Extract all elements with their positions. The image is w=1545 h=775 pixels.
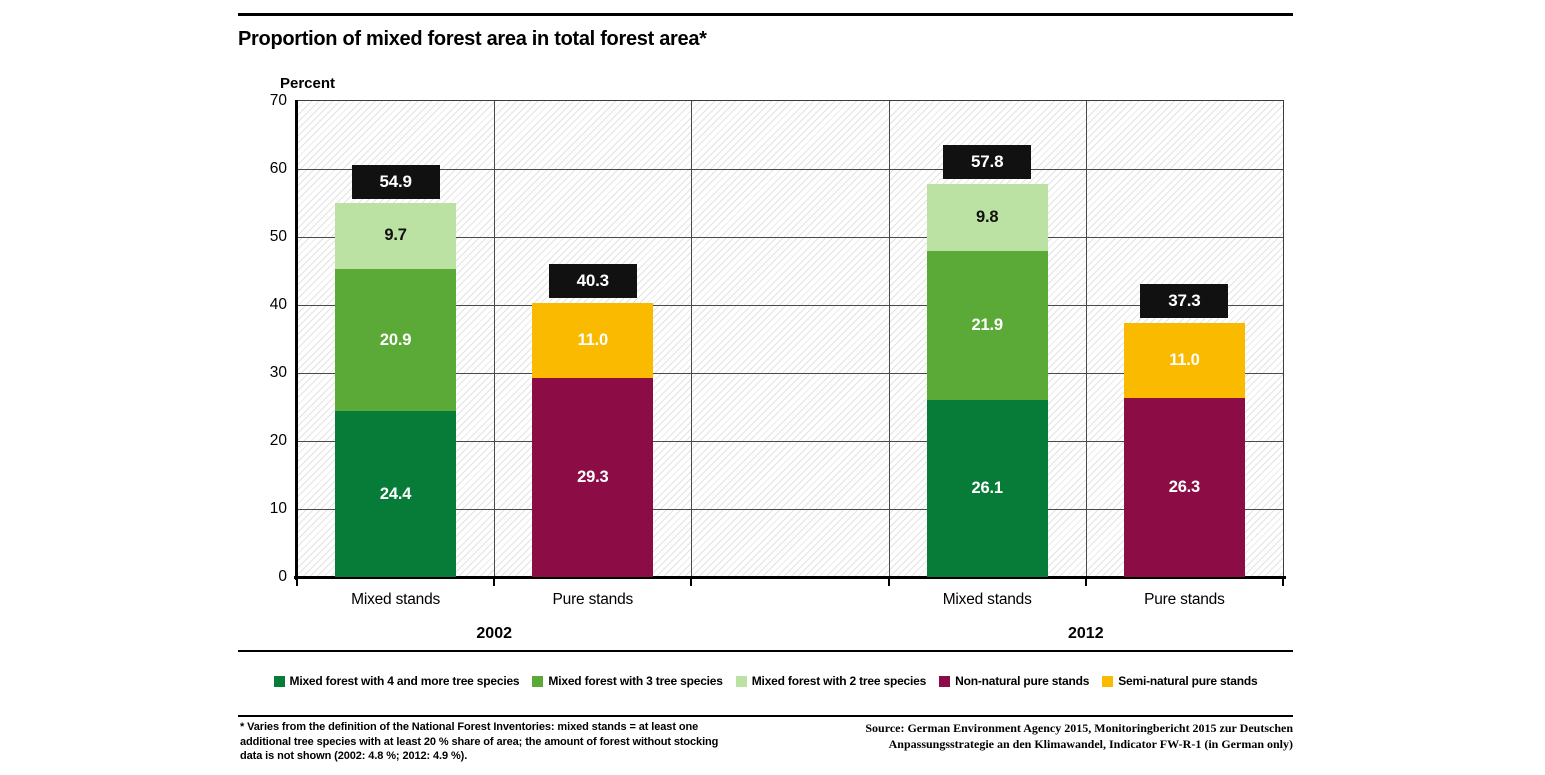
x-axis-tick	[690, 579, 693, 586]
legend-swatch	[939, 675, 951, 687]
bar-total-badge: 37.3	[1140, 284, 1229, 319]
y-tick-label: 0	[278, 568, 287, 585]
bar-segment: 20.9	[335, 268, 457, 412]
source-line: Anpassungsstrategie an den Klimawandel, …	[888, 736, 1293, 751]
legend-swatch	[273, 675, 285, 687]
x-axis-tick	[296, 579, 298, 586]
legend-swatch	[735, 675, 747, 687]
y-tick-label: 20	[269, 432, 287, 449]
h-gridline	[297, 237, 1283, 238]
legend-label: Semi-natural pure stands	[1118, 674, 1258, 688]
y-axis-unit-label: Percent	[280, 75, 336, 92]
bar-segment: 26.3	[1123, 398, 1245, 577]
top-rule	[238, 13, 1293, 16]
bar-segment: 9.8	[926, 183, 1048, 251]
bar-category-label: Mixed stands	[942, 591, 1032, 608]
h-gridline	[297, 373, 1283, 374]
bar-category-label: Mixed stands	[351, 591, 441, 608]
footer-divider	[238, 715, 1293, 717]
plot-area: 0 10 20 30 40 50 60 70 24.4 20.9 9.7 54.9 Mixed stan…	[270, 92, 1286, 642]
bar-segment: 26.1	[926, 399, 1048, 577]
y-axis-line	[295, 100, 298, 580]
bar-segment: 9.7	[335, 203, 457, 269]
bar-total-badge: 40.3	[548, 263, 637, 298]
legend-item: Mixed forest with 2 tree species	[735, 674, 927, 688]
legend: Mixed forest with 4 and more tree specie…	[238, 666, 1293, 696]
year-label: 2012	[1068, 625, 1104, 642]
y-tick-label: 70	[269, 92, 287, 109]
y-tick-label: 60	[269, 160, 287, 177]
y-tick-label: 50	[269, 228, 287, 245]
source-attribution: Source: German Environment Agency 2015, …	[793, 721, 1293, 752]
h-gridline	[297, 509, 1283, 510]
x-axis-tick	[493, 579, 496, 586]
v-gridline	[888, 101, 890, 577]
v-gridline	[691, 101, 693, 577]
footnote-line: data is not shown (2002: 4.8 %; 2012: 4.…	[240, 750, 468, 762]
v-gridline	[494, 101, 496, 577]
footnote-line: * Varies from the definition of the Nati…	[240, 721, 699, 733]
x-axis-line	[294, 576, 1286, 579]
bar-segment: 11.0	[532, 302, 654, 378]
legend-label: Mixed forest with 2 tree species	[751, 674, 927, 688]
h-gridline	[297, 441, 1283, 442]
y-tick-label: 40	[269, 296, 287, 313]
legend-item: Mixed forest with 4 and more tree specie…	[273, 674, 520, 688]
v-gridline	[1085, 101, 1087, 577]
bar-total-badge: 57.8	[943, 144, 1032, 179]
source-line: Source: German Environment Agency 2015, …	[865, 721, 1293, 735]
bar-total-badge: 54.9	[351, 164, 440, 199]
x-axis-tick	[887, 579, 890, 586]
bar-category-label: Pure stands	[1144, 591, 1225, 608]
bar-segment: 21.9	[926, 250, 1048, 400]
legend-item: Semi-natural pure stands	[1102, 674, 1258, 688]
bar-category-label: Pure stands	[552, 591, 634, 608]
legend-swatch	[1102, 675, 1114, 687]
y-tick-label: 30	[269, 364, 287, 381]
h-gridline	[297, 169, 1283, 170]
y-tick-label: 10	[269, 500, 287, 517]
footnote: * Varies from the definition of the Nati…	[240, 720, 780, 764]
footnote-line: additional tree species with at least 20…	[240, 735, 719, 748]
legend-swatch	[532, 675, 544, 687]
bar-segment: 29.3	[532, 377, 654, 577]
h-gridline	[297, 305, 1283, 306]
legend-label: Non-natural pure stands	[955, 674, 1090, 688]
legend-item: Mixed forest with 3 tree species	[532, 674, 723, 688]
legend-item: Non-natural pure stands	[939, 674, 1089, 688]
x-axis-tick	[1084, 579, 1087, 586]
legend-divider	[238, 650, 1293, 652]
bar-segment: 11.0	[1123, 323, 1245, 399]
chart-title: Proportion of mixed forest area in total…	[238, 28, 707, 50]
legend-label: Mixed forest with 4 and more tree specie…	[289, 674, 520, 688]
x-axis-tick	[1282, 579, 1284, 586]
year-label: 2002	[476, 625, 512, 642]
legend-label: Mixed forest with 3 tree species	[548, 674, 723, 688]
bar-segment: 24.4	[335, 411, 457, 577]
